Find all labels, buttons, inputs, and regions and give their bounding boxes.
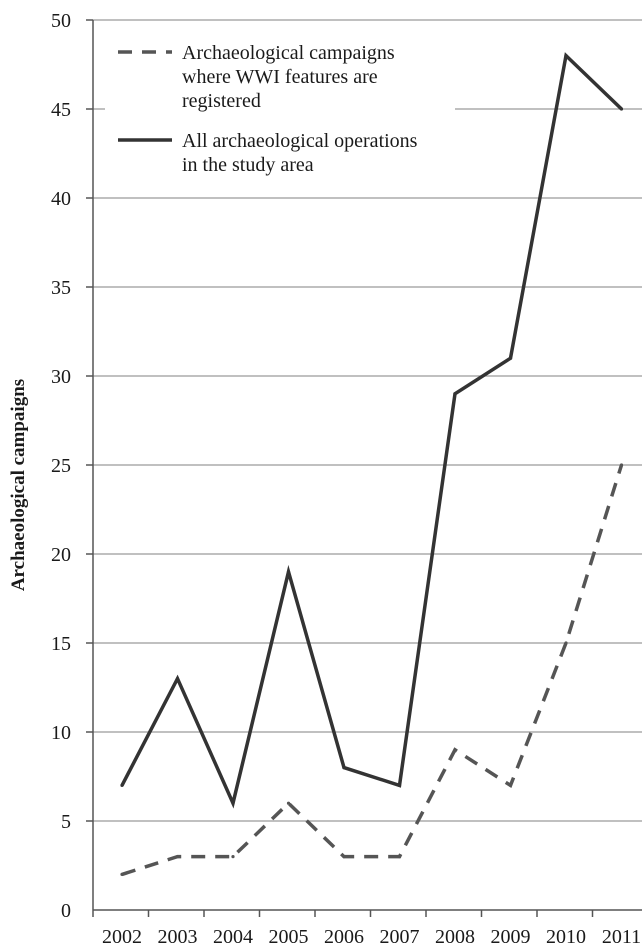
data-point: [286, 801, 291, 805]
series-line-all-operations: [120, 52, 623, 809]
y-axis-label: Archaeological campaigns: [8, 379, 29, 591]
data-point: [120, 783, 124, 788]
y-tick-label: 25: [51, 455, 71, 477]
x-tick-label: 2006: [324, 926, 364, 948]
x-tick-label: 2009: [491, 926, 531, 948]
data-point: [508, 356, 513, 360]
data-point: [231, 801, 235, 805]
legend-label: in the study area: [182, 154, 314, 176]
data-point: [120, 872, 124, 877]
data-point: [231, 855, 235, 859]
data-point: [453, 748, 457, 752]
legend-background: [105, 35, 455, 185]
data-point: [453, 392, 457, 396]
y-tick-label: 5: [61, 811, 71, 833]
data-point: [564, 54, 568, 58]
data-point: [175, 855, 180, 859]
data-point: [175, 677, 180, 681]
x-tick-label: 2008: [435, 926, 475, 948]
y-tick-label: 30: [51, 366, 71, 388]
x-tick-label: 2010: [546, 926, 586, 948]
data-point: [342, 855, 346, 859]
x-tick-label: 2007: [380, 926, 420, 948]
legend-label: All archaeological operations: [182, 130, 418, 152]
legend-label: registered: [182, 90, 261, 112]
x-tick-label: 2003: [158, 926, 198, 948]
y-tick-labels: 0 5 10 15 20 25 30 35 40 45 50: [51, 10, 71, 922]
series-lines: [120, 52, 624, 877]
x-tick-label: 2002: [102, 926, 142, 948]
data-point: [619, 463, 624, 467]
data-point: [342, 766, 346, 770]
x-tick-label: 2011: [602, 926, 641, 948]
x-tick-label: 2004: [213, 926, 253, 948]
data-point: [508, 783, 513, 788]
y-tick-label: 40: [51, 188, 71, 210]
y-tick-label: 10: [51, 722, 71, 744]
data-point: [397, 855, 402, 859]
y-tick-label: 50: [51, 10, 71, 32]
y-tick-label: 45: [51, 99, 71, 121]
y-tick-label: 15: [51, 633, 71, 655]
data-point: [564, 641, 568, 645]
y-tick-label: 0: [61, 900, 71, 922]
legend-label: where WWI features are: [182, 66, 378, 88]
data-point: [397, 783, 402, 788]
axes: [86, 19, 642, 917]
legend-label: Archaeological campaigns: [182, 42, 395, 64]
series-line-wwi-campaigns: [121, 464, 624, 877]
data-point: [286, 570, 291, 574]
y-tick-label: 20: [51, 544, 71, 566]
x-tick-label: 2005: [269, 926, 309, 948]
y-tick-label: 35: [51, 277, 71, 299]
data-point: [619, 107, 624, 111]
x-tick-labels: 2002 2003 2004 2005 2006 2007 2008 2009 2010 2011: [102, 926, 641, 948]
